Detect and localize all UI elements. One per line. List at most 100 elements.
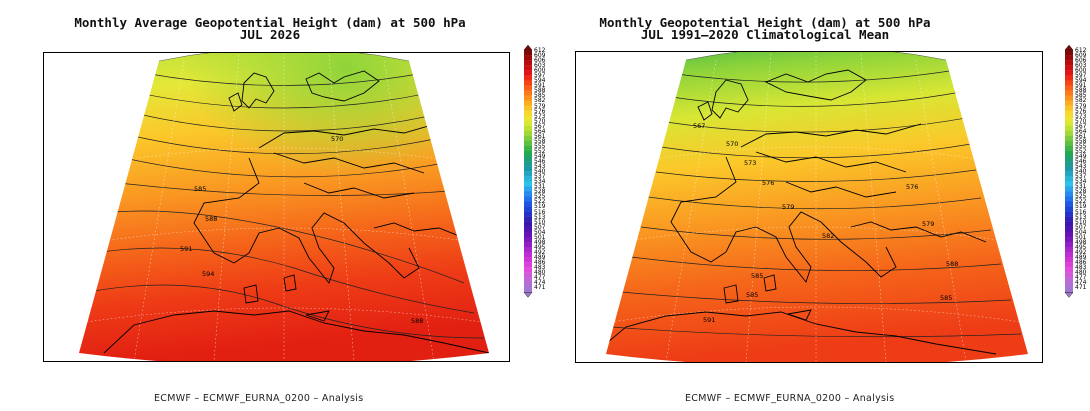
colorbar-level-label: 510 (534, 218, 546, 226)
colorbar-swatch (524, 115, 532, 121)
colorbar-swatch (1065, 257, 1073, 263)
contour-label: 579 (782, 203, 794, 211)
colorbar-level-label: 474 (534, 279, 546, 287)
colorbar-swatch (524, 176, 532, 182)
colorbar-level-label: 588 (1075, 87, 1087, 95)
colorbar-swatch (1065, 272, 1073, 278)
colorbar-level-label: 576 (534, 107, 546, 115)
colorbar-level-label: 585 (534, 92, 546, 100)
right-contour-labels: 567 570 573 576 576 579 579 582 585 585 … (693, 122, 958, 324)
colorbar-swatch (1065, 135, 1073, 142)
colorbar-swatch (524, 221, 532, 227)
colorbar-level-label: 513 (1075, 213, 1087, 221)
colorbar-swatch (1065, 176, 1073, 182)
colorbar-swatch (524, 90, 532, 96)
colorbar-swatch (1065, 231, 1073, 238)
colorbar-swatch (1065, 70, 1073, 76)
colorbar-swatch (524, 282, 532, 288)
colorbar-level-label: 555 (1075, 142, 1087, 150)
contour-label: 591 (703, 316, 715, 324)
colorbar-swatch (1065, 186, 1073, 192)
contour-label: 588 (946, 260, 958, 268)
colorbar-level-label: 477 (1075, 274, 1087, 282)
colorbar-level-label: 591 (1075, 82, 1087, 90)
colorbar-swatch (524, 80, 532, 86)
colorbar-swatch (1065, 95, 1073, 101)
colorbar-swatch (1065, 262, 1073, 268)
colorbar-level-label: 552 (534, 147, 546, 155)
colorbar-bottom-arrow (523, 292, 533, 298)
colorbar-swatch (1065, 216, 1073, 222)
colorbar-swatch (524, 246, 532, 253)
colorbar-swatch (1065, 80, 1073, 86)
left-map: 570 585 588 591 588 594 588 (43, 52, 510, 362)
colorbar-level-label: 483 (534, 264, 546, 272)
colorbar-level-label: 504 (534, 228, 546, 236)
colorbar-swatch (1065, 267, 1073, 273)
colorbar-swatch (524, 95, 532, 101)
colorbar-level-label: 591 (534, 82, 546, 90)
right-map-panel: Monthly Geopotential Height (dam) at 500… (545, 0, 1090, 411)
colorbar-level-label: 588 (534, 87, 546, 95)
colorbar-level-label: 471 (534, 284, 546, 292)
colorbar-level-label: 573 (1075, 112, 1087, 120)
colorbar-swatch (524, 130, 532, 137)
colorbar-swatch (1065, 252, 1073, 258)
right-title: Monthly Geopotential Height (dam) at 500… (545, 16, 985, 41)
right-map: 567 570 573 576 576 579 579 582 585 585 … (575, 51, 1043, 363)
left-title: Monthly Average Geopotential Height (dam… (0, 16, 540, 41)
contour-label: 570 (331, 135, 343, 143)
colorbar-swatch (1065, 115, 1073, 121)
colorbar-level-label: 501 (534, 233, 546, 241)
colorbar-swatch (1065, 55, 1073, 61)
colorbar-level-label: 537 (1075, 173, 1087, 181)
contour-label: 573 (744, 159, 756, 167)
colorbar-level-label: 585 (1075, 92, 1087, 100)
colorbar-swatch (524, 181, 532, 187)
colorbar-level-label: 549 (534, 152, 546, 160)
colorbar-level-label: 582 (534, 97, 546, 105)
colorbar-level-label: 609 (534, 52, 546, 60)
colorbar-swatch (524, 70, 532, 76)
colorbar-bottom-arrow (1064, 292, 1074, 298)
colorbar-swatch (1065, 181, 1073, 187)
contour-label: 585 (940, 294, 952, 302)
left-colorbar-labels: 612 609 606 603 600 597 594 591 588 585 582 579 576 5… (534, 47, 546, 292)
contour-label: 585 (194, 185, 206, 193)
colorbar-swatch (524, 277, 532, 283)
left-map-panel: Monthly Average Geopotential Height (dam… (0, 0, 540, 411)
colorbar-swatch (1065, 120, 1073, 126)
colorbar-swatch (1065, 166, 1073, 172)
colorbar-swatch (1065, 161, 1073, 167)
colorbar-swatch (1065, 110, 1073, 116)
colorbar-swatch (524, 105, 532, 111)
contour-label: 576 (762, 179, 774, 187)
colorbar-swatch (1065, 60, 1073, 66)
right-coastlines (606, 69, 997, 355)
colorbar-level-label: 489 (1075, 253, 1087, 261)
colorbar-level-label: 573 (534, 112, 546, 120)
contour-label: 585 (751, 272, 763, 280)
colorbar-level-label: 597 (1075, 72, 1087, 80)
left-graticule (79, 53, 489, 361)
colorbar-level-label: 606 (534, 57, 546, 65)
colorbar-swatch (524, 151, 532, 157)
colorbar-level-label: 531 (534, 183, 546, 191)
colorbar-swatch (1065, 85, 1073, 91)
colorbar-swatch (1065, 140, 1073, 147)
colorbar-swatch (1065, 100, 1073, 106)
colorbar-level-label: 543 (534, 163, 546, 171)
colorbar-swatch (524, 166, 532, 172)
colorbar-level-label: 612 (534, 47, 546, 54)
colorbar-swatch (524, 241, 532, 248)
colorbar-level-label: 579 (1075, 102, 1087, 110)
colorbar-level-label: 501 (1075, 233, 1087, 241)
colorbar-level-label: 507 (1075, 223, 1087, 231)
colorbar-level-label: 564 (1075, 127, 1087, 135)
colorbar-level-label: 594 (534, 77, 546, 85)
colorbar-swatch (1065, 287, 1073, 293)
colorbar-swatch (524, 161, 532, 167)
colorbar-swatch (524, 171, 532, 177)
contour-label: 570 (726, 140, 738, 148)
colorbar-swatch (524, 191, 532, 197)
